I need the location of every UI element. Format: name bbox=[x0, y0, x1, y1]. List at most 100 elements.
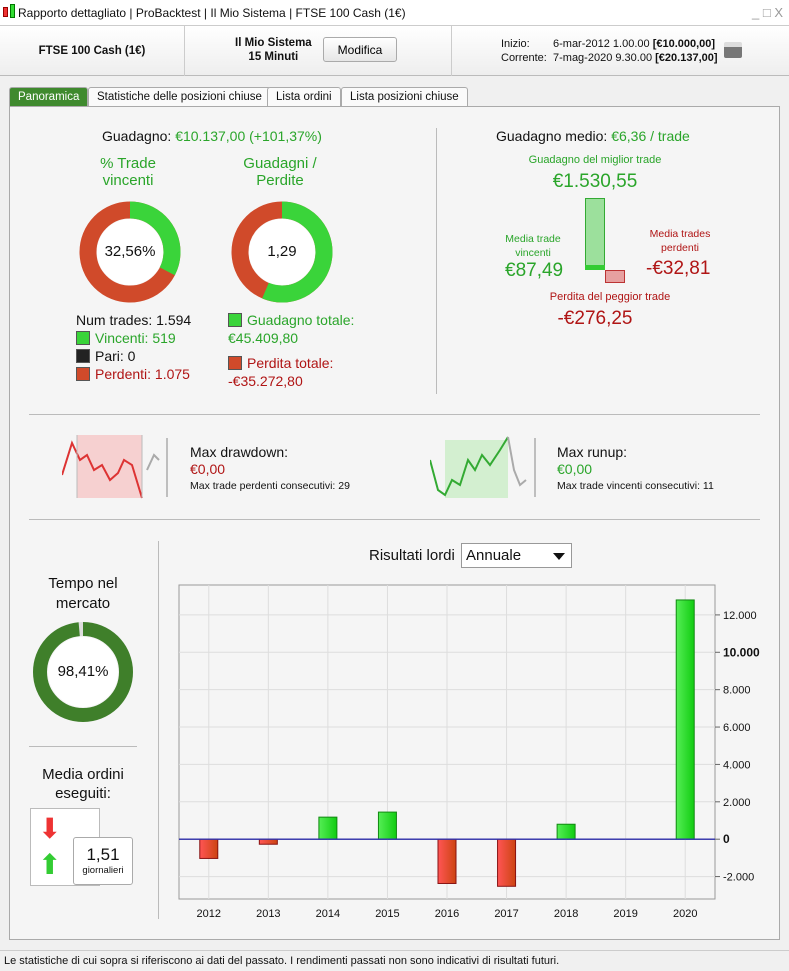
market-time-donut bbox=[33, 622, 133, 722]
avg-gain-value: €6,36 / trade bbox=[611, 128, 690, 144]
win-pct-donut bbox=[79, 201, 181, 303]
y-tick-label: 6.000 bbox=[723, 722, 751, 734]
bar-2013 bbox=[258, 838, 278, 845]
bar-2017 bbox=[497, 838, 517, 887]
header: FTSE 100 Cash (1€) Il Mio Sistema 15 Minu… bbox=[0, 26, 789, 76]
instrument-name: FTSE 100 Cash (1€) bbox=[0, 26, 185, 76]
total-loss-label: Perdita totale: bbox=[247, 355, 334, 371]
ratio-title: Guadagni / Perdite bbox=[243, 155, 317, 189]
drawdown-chart-icon bbox=[62, 435, 168, 499]
x-tick-label: 2019 bbox=[613, 908, 637, 920]
close-button[interactable]: X bbox=[774, 5, 783, 20]
orders-title: Media ordini eseguiti: bbox=[42, 766, 124, 802]
y-tick-label: 4.000 bbox=[723, 759, 751, 771]
best-trade-bar bbox=[585, 198, 605, 270]
maximize-button[interactable]: □ bbox=[762, 5, 775, 20]
timeframe: 15 Minuti bbox=[248, 51, 299, 63]
total-gain-label: Guadagno totale: bbox=[247, 312, 355, 328]
losers-swatch bbox=[76, 367, 90, 381]
bar-2018 bbox=[556, 823, 576, 840]
runup-value: €0,00 bbox=[557, 461, 593, 477]
divider bbox=[29, 519, 760, 520]
bar-2016 bbox=[437, 838, 457, 884]
y-tick-label: 10.000 bbox=[723, 645, 760, 659]
tab-statistiche[interactable]: Statistiche delle posizioni chiuse bbox=[88, 87, 271, 107]
bar-2020 bbox=[675, 599, 695, 840]
tab-panoramica[interactable]: Panoramica bbox=[9, 87, 89, 107]
runup-label: Max runup: bbox=[557, 444, 628, 460]
orders-value: 1,51 bbox=[86, 845, 120, 864]
print-icon[interactable] bbox=[724, 42, 742, 58]
even-swatch bbox=[76, 349, 90, 363]
candlestick-icon bbox=[3, 7, 8, 17]
market-time-value: 98,41% bbox=[57, 663, 109, 680]
avg-win-label: Media trade vincenti bbox=[505, 233, 561, 259]
results-label: Risultati lordi bbox=[369, 547, 455, 564]
divider bbox=[436, 128, 437, 394]
winners-swatch bbox=[76, 331, 90, 345]
system-name: Il Mio Sistema bbox=[235, 37, 312, 49]
bar-2012 bbox=[199, 838, 219, 859]
ratio-donut bbox=[231, 201, 333, 303]
runup-consec: Max trade vincenti consecutivi: 11 bbox=[557, 480, 714, 492]
x-tick-label: 2012 bbox=[197, 908, 221, 920]
runup-chart-icon bbox=[430, 436, 536, 498]
start-date: 6-mar-2012 1.00.00 bbox=[553, 38, 650, 50]
x-tick-label: 2013 bbox=[256, 908, 280, 920]
ratio-value: 1,29 bbox=[267, 243, 297, 260]
gain-label: Guadagno: bbox=[102, 128, 172, 144]
win-pct-title: % Trade vincenti bbox=[100, 155, 156, 189]
tab-lista-ordini[interactable]: Lista ordini bbox=[267, 87, 341, 107]
total-gain-swatch bbox=[228, 313, 242, 327]
losers: Perdenti: 1.075 bbox=[95, 366, 190, 382]
x-tick-label: 2014 bbox=[316, 908, 340, 920]
x-tick-label: 2020 bbox=[673, 908, 697, 920]
edit-button[interactable]: Modifica bbox=[323, 37, 397, 62]
divider bbox=[158, 541, 159, 919]
disclaimer: Le statistiche di cui sopra si riferisco… bbox=[0, 950, 789, 971]
avg-loss-label: Media trades perdenti bbox=[649, 228, 711, 254]
minimize-button[interactable]: _ bbox=[752, 5, 763, 20]
x-tick-label: 2017 bbox=[494, 908, 518, 920]
y-tick-label: 12.000 bbox=[723, 610, 757, 622]
total-loss: -€35.272,80 bbox=[228, 373, 303, 389]
divider bbox=[29, 746, 137, 747]
breadcrumb-2[interactable]: ProBacktest bbox=[135, 6, 201, 20]
breadcrumb-3[interactable]: Il Mio Sistema bbox=[210, 6, 286, 20]
arrow-up-icon: ⬆ bbox=[38, 849, 62, 880]
breadcrumb-1[interactable]: Rapporto dettagliato bbox=[18, 6, 127, 20]
results-chart: -2.000 0 2.000 4.000 6.000 8.000 10.000 12.000 2… bbox=[178, 584, 760, 920]
divider bbox=[29, 414, 760, 415]
orders-unit: giornalieri bbox=[82, 865, 124, 876]
drawdown-label: Max drawdown: bbox=[190, 444, 289, 460]
candlestick-icon bbox=[10, 4, 15, 18]
period-select[interactable]: Annuale bbox=[461, 543, 572, 568]
avg-win: €87,49 bbox=[505, 260, 564, 281]
arrow-down-icon: ⬇ bbox=[38, 813, 62, 844]
y-tick-label: 0 bbox=[723, 832, 730, 846]
bar-2014 bbox=[318, 816, 338, 840]
bar-2015 bbox=[377, 811, 397, 840]
current-label: Corrente: bbox=[501, 52, 547, 64]
best-trade-label: Guadagno del miglior trade bbox=[528, 154, 662, 166]
win-pct-value: 32,56% bbox=[104, 243, 156, 260]
y-tick-label: 8.000 bbox=[723, 685, 751, 697]
tab-lista-posizioni[interactable]: Lista posizioni chiuse bbox=[341, 87, 468, 107]
worst-trade: -€276,25 bbox=[557, 308, 633, 329]
breadcrumb-4[interactable]: FTSE 100 Cash (1€) bbox=[295, 6, 406, 20]
num-trades: Num trades: 1.594 bbox=[76, 312, 192, 328]
x-tick-label: 2015 bbox=[375, 908, 399, 920]
title-bar: Rapporto dettagliato | ProBacktest | Il … bbox=[0, 0, 789, 26]
x-tick-label: 2018 bbox=[554, 908, 578, 920]
winners: Vincenti: 519 bbox=[95, 330, 176, 346]
period-value: Annuale bbox=[466, 547, 522, 564]
even: Pari: 0 bbox=[95, 348, 136, 364]
drawdown-value: €0,00 bbox=[190, 461, 226, 477]
avg-loss: -€32,81 bbox=[646, 258, 711, 279]
start-label: Inizio: bbox=[501, 38, 530, 50]
drawdown-consec: Max trade perdenti consecutivi: 29 bbox=[190, 480, 350, 492]
current-value: [€20.137,00] bbox=[655, 52, 718, 64]
worst-trade-label: Perdita del peggior trade bbox=[549, 291, 671, 303]
best-trade: €1.530,55 bbox=[552, 171, 638, 192]
start-value: [€10.000,00] bbox=[652, 38, 716, 50]
